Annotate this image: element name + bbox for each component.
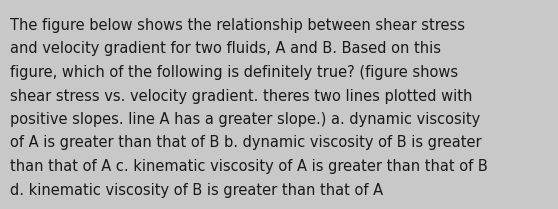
Text: The figure below shows the relationship between shear stress: The figure below shows the relationship … xyxy=(10,18,465,33)
Text: positive slopes. line A has a greater slope.) a. dynamic viscosity: positive slopes. line A has a greater sl… xyxy=(10,112,480,127)
Text: d. kinematic viscosity of B is greater than that of A: d. kinematic viscosity of B is greater t… xyxy=(10,182,383,198)
Text: of A is greater than that of B b. dynamic viscosity of B is greater: of A is greater than that of B b. dynami… xyxy=(10,135,482,150)
Text: shear stress vs. velocity gradient. theres two lines plotted with: shear stress vs. velocity gradient. ther… xyxy=(10,88,473,103)
Text: than that of A c. kinematic viscosity of A is greater than that of B: than that of A c. kinematic viscosity of… xyxy=(10,159,488,174)
Text: figure, which of the following is definitely true? (figure shows: figure, which of the following is defini… xyxy=(10,65,458,80)
Text: and velocity gradient for two fluids, A and B. Based on this: and velocity gradient for two fluids, A … xyxy=(10,42,441,56)
